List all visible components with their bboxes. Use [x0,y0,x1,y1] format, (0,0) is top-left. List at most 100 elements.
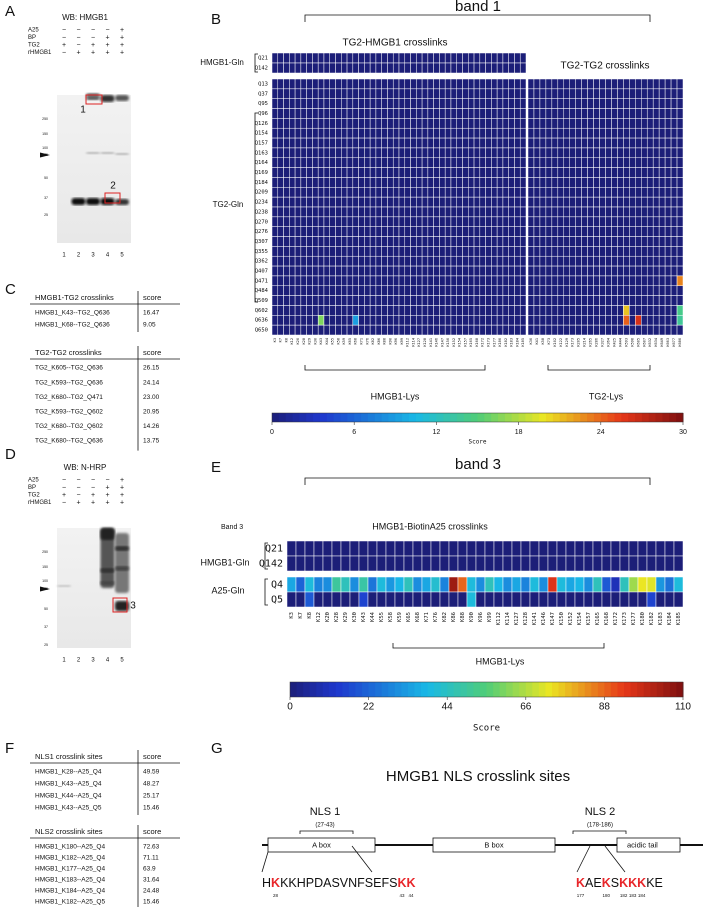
column-label: K122 [559,338,563,347]
heat-cell [637,576,648,593]
heat-cell [375,324,382,336]
heat-cell [514,157,521,168]
heat-cell [456,275,463,287]
heat-cell [623,315,630,326]
heat-cell [491,295,498,306]
heat-cell [300,177,307,188]
heat-cell [519,315,527,326]
heat-cell [575,78,582,90]
heat-cell [514,226,521,237]
heat-cell [444,187,452,198]
heat-cell [444,216,452,227]
heat-cell [569,275,576,287]
arrow [40,152,50,158]
heat-cell [369,265,377,277]
heat-cell [473,324,481,336]
heat-cell [629,157,636,168]
heat-cell [398,246,406,257]
row-label: Q4 [271,580,283,591]
row-label: Q209 [255,190,268,196]
heat-cell [491,236,498,247]
heat-cell [629,275,636,287]
heat-cell [450,108,457,119]
heat-cell [289,98,296,109]
column-label: K96 [394,338,398,345]
heat-cell [439,187,446,198]
box-label: 2 [110,181,116,192]
heat-cell [479,206,486,218]
heat-cell [652,265,660,277]
heat-cell [317,78,325,90]
heat-cell [575,157,582,168]
heat-cell [617,88,624,99]
heat-cell [527,236,535,247]
heat-cell [491,305,498,316]
heat-cell [479,88,486,99]
heat-cell [450,177,457,188]
heat-cell [569,167,576,178]
heat-cell [312,167,319,178]
heat-cell [341,118,348,129]
band-title: band 3 [455,456,501,473]
heat-cell [323,147,330,159]
heat-cell [502,295,509,306]
heat-cell [502,137,509,149]
heat-cell [317,295,325,306]
column-label: K55 [379,612,385,622]
heat-cell [593,246,600,257]
heat-cell [670,137,678,149]
column-label: K86 [377,338,381,345]
heat-cell [306,52,313,64]
heat-cell [527,275,535,287]
heat-cell [289,315,296,326]
heat-cell [563,118,570,129]
heat-cell [375,315,382,326]
heat-cell [563,157,570,168]
heat-cell [533,137,541,149]
heat-cell [611,187,618,198]
heat-cell [392,255,400,267]
sequence-part: S [611,876,619,890]
heat-cell [346,147,354,159]
colorbar-tick-label: 22 [363,702,375,713]
heat-cell [369,127,377,139]
heat-cell [271,275,279,287]
heat-cell [410,187,417,198]
heat-cell [364,246,371,257]
column-label: K157 [463,338,467,347]
heat-cell [367,591,378,608]
heat-cell [658,98,666,109]
heat-cell [323,216,330,227]
colorbar-step [676,682,684,697]
heat-cell [539,315,547,326]
heat-cell [283,137,290,149]
heat-cell [491,157,498,168]
heat-cell [617,177,624,188]
heat-cell [369,275,377,287]
heat-cell [283,187,290,198]
heat-cell [375,52,382,64]
heat-cell [271,305,279,316]
sequence-part: K [271,876,280,890]
colorbar-step [558,682,566,697]
heat-cell [617,127,624,139]
heat-cell [623,285,630,296]
heat-cell [527,187,535,198]
sequence-part: KK [397,876,415,890]
heat-cell [433,108,440,119]
heat-cell [599,324,606,336]
heat-cell [329,177,336,188]
heat-cell [410,255,417,267]
heat-cell [283,216,290,227]
heat-cell [664,255,672,267]
heat-cell [394,540,405,557]
heat-cell [312,78,319,90]
heat-cell [329,78,336,90]
colorbar-step [290,682,298,697]
colorbar-step [621,413,629,422]
heat-cell [664,324,672,336]
colorbar-tick-label: 30 [679,429,687,436]
heat-cell [545,127,553,139]
heat-cell [456,98,463,109]
heat-cell [444,246,452,257]
